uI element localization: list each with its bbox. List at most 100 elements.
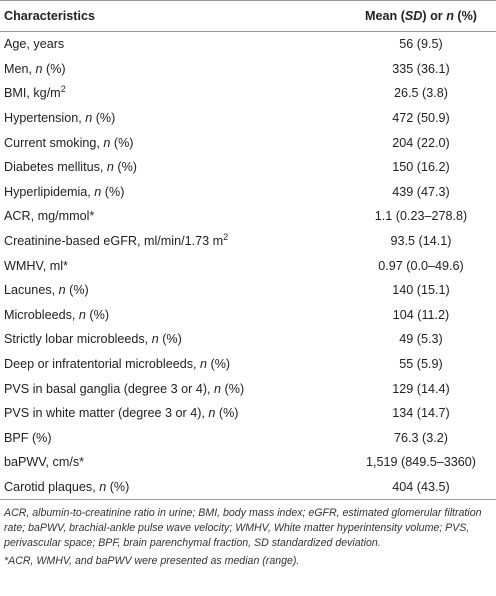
row: PVS in white matter (degree 3 or 4), n (… xyxy=(0,401,496,426)
text-run: WMHV, ml* xyxy=(4,258,68,273)
text-run: Current smoking, xyxy=(4,135,104,150)
row: baPWV, cm/s* 1,519 (849.5–3360) xyxy=(0,450,496,475)
header-cell: Mean (SD) or n (%) xyxy=(346,0,496,32)
text-run: (%) xyxy=(65,283,89,298)
text-run: Creatinine-based eGFR, ml/min/1.73 m xyxy=(4,234,224,249)
value-cell: 93.5 (14.1) xyxy=(390,234,452,249)
text-run: Mean ( xyxy=(365,9,405,23)
label-cell: Hyperlipidemia, n (%) xyxy=(0,180,346,205)
text-run: Microbleeds, xyxy=(4,307,79,322)
value-cell: 129 (14.4) xyxy=(392,381,450,396)
row: Hypertension, n (%) 472 (50.9) xyxy=(0,106,496,131)
text-run: (%) xyxy=(113,160,137,175)
text-run: Hyperlipidemia, xyxy=(4,184,95,199)
row: Lacunes, n (%) 140 (15.1) xyxy=(0,278,496,303)
value-cell: 134 (14.7) xyxy=(392,406,450,421)
text-run: n xyxy=(85,111,93,126)
value-cell: 1,519 (849.5–3360) xyxy=(366,455,476,470)
label-cell: Deep or infratentorial microbleeds, n (%… xyxy=(0,352,346,377)
value-cell: 49 (5.3) xyxy=(399,332,443,347)
text-run: 2 xyxy=(60,84,66,95)
row: Current smoking, n (%) 204 (22.0) xyxy=(0,130,496,155)
header-cell: Characteristics xyxy=(0,0,346,32)
row: WMHV, ml* 0.97 (0.0–49.6) xyxy=(0,253,496,278)
text-run: BPF (%) xyxy=(4,430,52,445)
text-run: Age, years xyxy=(4,37,65,52)
footnote: ACR, albumin-to-creatinine ratio in urin… xyxy=(4,507,482,550)
value-cell: 140 (15.1) xyxy=(392,283,450,298)
text-run: (%) xyxy=(221,381,245,396)
label-cell: Age, years xyxy=(0,32,346,57)
text-run: n xyxy=(200,357,208,372)
label-cell: Carotid plaques, n (%) xyxy=(0,474,346,501)
label-cell: Hypertension, n (%) xyxy=(0,106,346,131)
row: BMI, kg/m2 26.5 (3.8) xyxy=(0,81,496,106)
value-cell: 150 (16.2) xyxy=(392,160,450,175)
text-run: 2 xyxy=(223,231,229,242)
text-run: Strictly lobar microbleeds, xyxy=(4,332,152,347)
text-run: (%) xyxy=(110,135,134,150)
text-run: Lacunes, xyxy=(4,283,59,298)
text-run: n xyxy=(35,61,43,76)
text-run: (%) xyxy=(85,307,110,322)
label-cell: Men, n (%) xyxy=(0,57,346,82)
text-run: n xyxy=(446,9,454,23)
text-run: (%) xyxy=(207,357,231,372)
row: Age, years 56 (9.5) xyxy=(0,32,496,57)
text-run: ACR, mg/mmol* xyxy=(4,209,95,224)
text-run: n xyxy=(103,135,111,150)
text-run: Hypertension, xyxy=(4,111,86,126)
text-run: (%) xyxy=(158,332,182,347)
label-cell: Strictly lobar microbleeds, n (%) xyxy=(0,327,346,352)
text-run: (%) xyxy=(42,61,66,76)
text-run: n xyxy=(106,160,114,175)
label-cell: BMI, kg/m2 xyxy=(0,81,346,106)
table: Characteristics Mean (SD) or n (%) Age, ye… xyxy=(0,0,496,501)
label-cell: Microbleeds, n (%) xyxy=(0,303,346,328)
value-cell: 0.97 (0.0–49.6) xyxy=(378,258,464,273)
row: Creatinine-based eGFR, ml/min/1.73 m2 93.… xyxy=(0,229,496,254)
row: Men, n (%) 335 (36.1) xyxy=(0,57,496,82)
label-cell: BPF (%) xyxy=(0,426,346,451)
text-run: (%) xyxy=(92,111,116,126)
footnote: *ACR, WMHV, and baPWV were presented as … xyxy=(4,555,300,568)
text-run: Characteristics xyxy=(4,9,96,23)
text-run: Men, xyxy=(4,61,36,76)
text-run: n xyxy=(208,406,216,421)
footnotes: ACR, albumin-to-creatinine ratio in urin… xyxy=(0,500,496,569)
label-cell: PVS in white matter (degree 3 or 4), n (… xyxy=(0,401,346,426)
row: ACR, mg/mmol* 1.1 (0.23–278.8) xyxy=(0,204,496,229)
label-cell: Creatinine-based eGFR, ml/min/1.73 m2 xyxy=(0,229,346,254)
value-cell: 26.5 (3.8) xyxy=(394,86,448,101)
row: Hyperlipidemia, n (%) 439 (47.3) xyxy=(0,180,496,205)
text-run: baPWV, cm/s* xyxy=(4,455,85,470)
text-run: n xyxy=(94,184,102,199)
value-cell: 404 (43.5) xyxy=(346,474,496,501)
text-run: (%) xyxy=(106,479,130,494)
label-cell: baPWV, cm/s* xyxy=(0,450,346,475)
label-cell: ACR, mg/mmol* xyxy=(0,204,346,229)
value-cell: 1.1 (0.23–278.8) xyxy=(374,209,468,224)
row: Strictly lobar microbleeds, n (%) 49 (5.3… xyxy=(0,327,496,352)
value-cell: 335 (36.1) xyxy=(392,61,450,76)
text-run: n xyxy=(151,332,159,347)
label-cell: Current smoking, n (%) xyxy=(0,130,346,155)
row: Microbleeds, n (%) 104 (11.2) xyxy=(0,303,496,328)
text-run: ) or xyxy=(422,9,447,23)
text-run: PVS in basal ganglia (degree 3 or 4), xyxy=(4,381,215,396)
text-run: n xyxy=(58,283,66,298)
text-run: (%) xyxy=(101,184,125,199)
row: Carotid plaques, n (%) 404 (43.5) xyxy=(0,474,496,501)
text-run: n xyxy=(78,307,86,322)
header-row: Characteristics Mean (SD) or n (%) xyxy=(0,0,496,32)
text-run: PVS in white matter (degree 3 or 4), xyxy=(4,406,209,421)
text-run: (%) xyxy=(453,9,477,23)
value-cell: 56 (9.5) xyxy=(399,37,443,52)
value-cell: 439 (47.3) xyxy=(392,184,450,199)
row: Deep or infratentorial microbleeds, n (%… xyxy=(0,352,496,377)
text-run: Carotid plaques, xyxy=(4,479,100,494)
text-run: Deep or infratentorial microbleeds, xyxy=(4,357,200,372)
row: Diabetes mellitus, n (%) 150 (16.2) xyxy=(0,155,496,180)
text-run: n xyxy=(99,479,107,494)
